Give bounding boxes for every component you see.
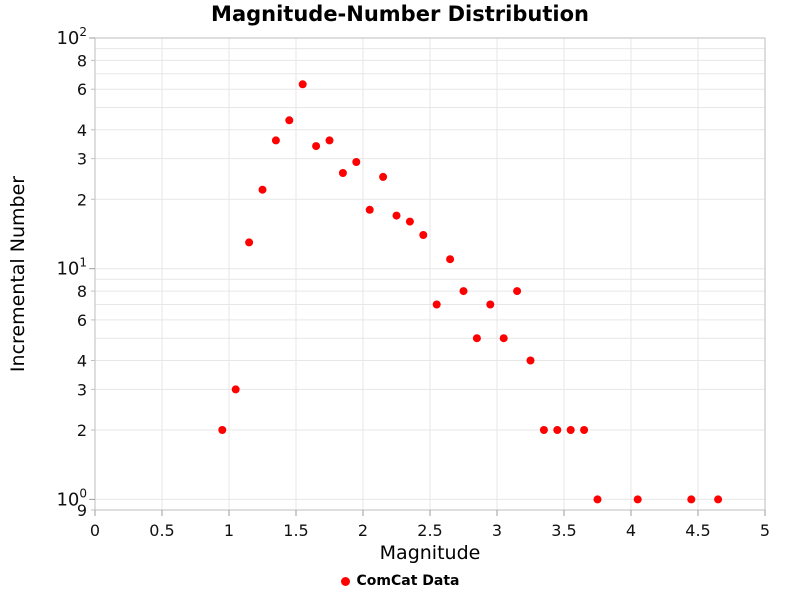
y-minor-tick-label: 8 xyxy=(77,51,87,70)
data-point xyxy=(231,385,240,394)
x-axis-label: Magnitude xyxy=(379,542,481,564)
legend-label: ComCat Data xyxy=(356,573,460,589)
x-tick-label: 4 xyxy=(626,521,636,540)
data-point xyxy=(499,334,508,343)
y-minor-tick-label: 2 xyxy=(77,421,87,440)
data-point xyxy=(472,334,481,343)
data-point xyxy=(459,287,468,296)
data-point xyxy=(352,158,361,166)
data-point xyxy=(539,426,548,434)
y-minor-tick-label: 4 xyxy=(77,352,87,371)
x-tick-label: 0 xyxy=(90,521,100,540)
data-point xyxy=(714,495,723,504)
data-point xyxy=(432,300,441,309)
data-point xyxy=(338,169,347,177)
data-point xyxy=(271,136,280,145)
data-point xyxy=(379,172,388,181)
data-point xyxy=(446,255,455,264)
y-minor-tick-label: 6 xyxy=(77,80,87,99)
y-minor-tick-label: 3 xyxy=(77,380,87,399)
x-tick-label: 3 xyxy=(492,521,502,540)
y-minor-tick-label: 3 xyxy=(77,150,87,169)
x-tick-label: 0.5 xyxy=(149,521,174,540)
y-minor-tick-label: 8 xyxy=(77,282,87,301)
data-point xyxy=(218,426,227,434)
data-point xyxy=(553,426,562,434)
data-point xyxy=(245,238,254,247)
data-point xyxy=(513,287,522,296)
y-minor-tick-label: 9 xyxy=(77,501,87,520)
data-point xyxy=(419,231,428,239)
x-tick-label: 3.5 xyxy=(551,521,576,540)
data-point xyxy=(405,217,414,226)
data-point xyxy=(580,426,589,434)
data-point xyxy=(526,356,535,365)
chart-title: Magnitude-Number Distribution xyxy=(211,2,589,26)
data-point xyxy=(298,80,307,89)
y-major-tick-label: 101 xyxy=(56,256,87,280)
data-point xyxy=(285,116,294,125)
data-point xyxy=(633,495,642,504)
y-major-tick-label: 100 xyxy=(56,486,87,510)
x-tick-label: 1.5 xyxy=(283,521,308,540)
x-tick-label: 5 xyxy=(760,521,770,540)
y-minor-tick-label: 6 xyxy=(77,311,87,330)
data-point xyxy=(566,426,575,434)
x-tick-label: 2 xyxy=(358,521,368,540)
data-point xyxy=(365,205,374,214)
data-point xyxy=(593,495,602,504)
y-major-tick-label: 102 xyxy=(56,25,87,49)
legend-marker-circle-icon xyxy=(340,576,350,586)
data-point xyxy=(392,211,401,220)
x-tick-label: 2.5 xyxy=(417,521,442,540)
data-point xyxy=(325,136,334,145)
x-tick-label: 4.5 xyxy=(685,521,710,540)
legend: ComCat Data xyxy=(0,573,800,589)
data-point xyxy=(486,300,495,309)
data-point xyxy=(312,142,321,151)
y-minor-tick-label: 4 xyxy=(77,121,87,140)
y-minor-tick-label: 2 xyxy=(77,190,87,209)
data-point xyxy=(687,495,696,504)
data-point xyxy=(258,185,267,194)
x-tick-label: 1 xyxy=(224,521,234,540)
